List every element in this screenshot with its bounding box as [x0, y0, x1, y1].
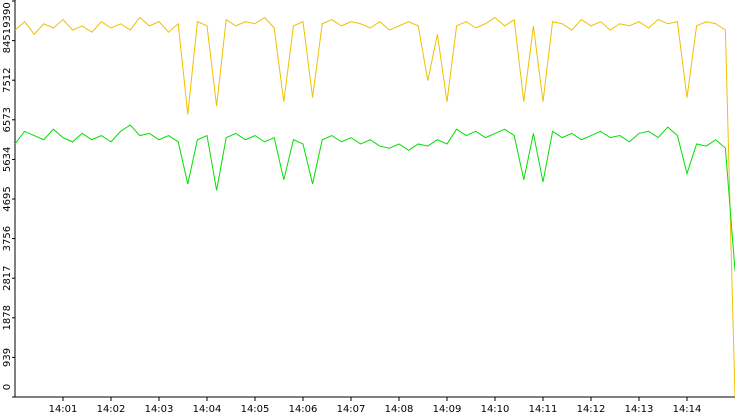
y-tick-label: 9390: [2, 2, 13, 27]
x-tick-label: 14:11: [529, 404, 558, 415]
y-tick-label: 8451: [2, 28, 13, 53]
y-tick-label: 4695: [2, 186, 13, 211]
x-tick-label: 14:07: [337, 404, 366, 415]
y-tick-label: 0: [2, 384, 13, 390]
x-tick-label: 14:05: [241, 404, 270, 415]
x-tick-label: 14:08: [385, 404, 414, 415]
x-tick-label: 14:14: [673, 404, 702, 415]
x-tick-label: 14:02: [97, 404, 126, 415]
y-tick-label: 5634: [2, 147, 13, 172]
y-tick-label: 1878: [2, 305, 13, 330]
y-tick-label: 6573: [2, 107, 13, 132]
x-tick-label: 14:03: [145, 404, 174, 415]
x-tick-label: 14:10: [481, 404, 510, 415]
x-tick-label: 14:09: [433, 404, 462, 415]
series-line: [14, 124, 735, 271]
x-tick-label: 14:06: [289, 404, 318, 415]
y-tick-label: 7512: [2, 67, 13, 92]
y-tick-label: 3756: [2, 226, 13, 251]
x-tick-label: 14:12: [577, 404, 606, 415]
y-tick-label: 939: [2, 348, 13, 367]
y-tick-label: 2817: [2, 265, 13, 290]
x-tick-label: 14:01: [49, 404, 78, 415]
x-tick-label: 14:13: [625, 404, 654, 415]
x-tick-label: 14:04: [193, 404, 222, 415]
series-line: [14, 16, 735, 398]
